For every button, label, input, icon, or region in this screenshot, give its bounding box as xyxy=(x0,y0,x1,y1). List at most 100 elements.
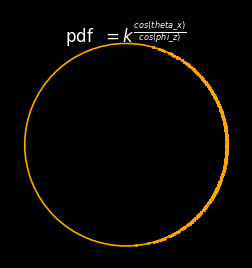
Point xyxy=(217,104,221,108)
Point xyxy=(222,167,226,171)
Point xyxy=(195,71,199,75)
Point xyxy=(217,182,221,186)
Point xyxy=(208,199,212,203)
Point xyxy=(225,148,229,152)
Point xyxy=(210,195,214,199)
Point xyxy=(220,113,224,117)
Point xyxy=(224,128,228,132)
Point xyxy=(195,71,199,75)
Point xyxy=(196,214,200,218)
Point xyxy=(219,109,224,114)
Point xyxy=(217,103,221,107)
Point xyxy=(181,226,185,230)
Point xyxy=(181,226,185,230)
Point xyxy=(208,87,212,91)
Point xyxy=(182,225,186,230)
Point xyxy=(224,159,228,163)
Text: pdf  $= k^{\frac{cos(theta\_x)}{cos(phi\_z)}}$: pdf $= k^{\frac{cos(theta\_x)}{cos(phi\_… xyxy=(65,19,187,49)
Point xyxy=(217,181,221,185)
Point xyxy=(224,158,228,163)
Point xyxy=(160,48,164,52)
Point xyxy=(223,128,227,132)
Point xyxy=(221,117,225,121)
Point xyxy=(170,52,174,57)
Point xyxy=(212,93,216,97)
Point xyxy=(220,173,224,177)
Point xyxy=(219,177,223,182)
Point xyxy=(219,176,224,180)
Point xyxy=(218,178,222,183)
Point xyxy=(223,126,227,130)
Point xyxy=(206,201,210,206)
Point xyxy=(222,120,226,124)
Point xyxy=(225,146,229,150)
Point xyxy=(224,132,228,137)
Point xyxy=(175,55,179,59)
Point xyxy=(225,136,229,140)
Point xyxy=(218,106,222,111)
Point xyxy=(194,69,198,74)
Point xyxy=(217,180,222,184)
Point xyxy=(186,222,191,226)
Point xyxy=(223,128,227,132)
Point xyxy=(218,179,222,183)
Point xyxy=(190,66,194,70)
Point xyxy=(217,105,222,109)
Point xyxy=(212,193,216,197)
Point xyxy=(225,136,229,141)
Point xyxy=(217,180,222,184)
Point xyxy=(214,189,218,194)
Point xyxy=(217,183,221,187)
Point xyxy=(224,155,228,159)
Point xyxy=(209,89,213,93)
Point xyxy=(225,143,229,148)
Point xyxy=(215,186,219,190)
Point xyxy=(208,87,212,91)
Point xyxy=(206,84,210,88)
Point xyxy=(225,143,229,147)
Point xyxy=(134,243,138,248)
Point xyxy=(222,166,226,170)
Point xyxy=(208,198,212,203)
Point xyxy=(225,133,229,138)
Point xyxy=(212,192,216,197)
Point xyxy=(212,192,216,197)
Point xyxy=(214,96,218,101)
Point xyxy=(213,189,217,193)
Point xyxy=(220,173,225,177)
Point xyxy=(206,84,210,88)
Point xyxy=(155,239,159,243)
Point xyxy=(225,151,229,155)
Point xyxy=(224,151,228,156)
Point xyxy=(218,179,222,184)
Point xyxy=(224,144,228,148)
Point xyxy=(218,106,222,110)
Point xyxy=(215,185,219,189)
Point xyxy=(202,79,206,83)
Point xyxy=(224,131,228,136)
Point xyxy=(219,110,224,114)
Point xyxy=(192,217,196,221)
Point xyxy=(224,153,228,158)
Point xyxy=(182,60,186,64)
Point xyxy=(204,204,208,208)
Point xyxy=(218,106,222,110)
Point xyxy=(222,117,226,122)
Point xyxy=(186,62,190,67)
Point xyxy=(181,226,185,230)
Point xyxy=(225,133,229,137)
Point xyxy=(206,201,210,205)
Point xyxy=(225,148,229,153)
Point xyxy=(224,129,228,133)
Point xyxy=(220,173,224,177)
Point xyxy=(224,156,228,160)
Point xyxy=(224,125,228,129)
Point xyxy=(218,106,222,110)
Point xyxy=(222,117,226,121)
Point xyxy=(223,122,227,126)
Point xyxy=(224,137,228,142)
Point xyxy=(225,147,229,151)
Point xyxy=(202,206,206,210)
Point xyxy=(225,137,229,142)
Point xyxy=(163,236,167,240)
